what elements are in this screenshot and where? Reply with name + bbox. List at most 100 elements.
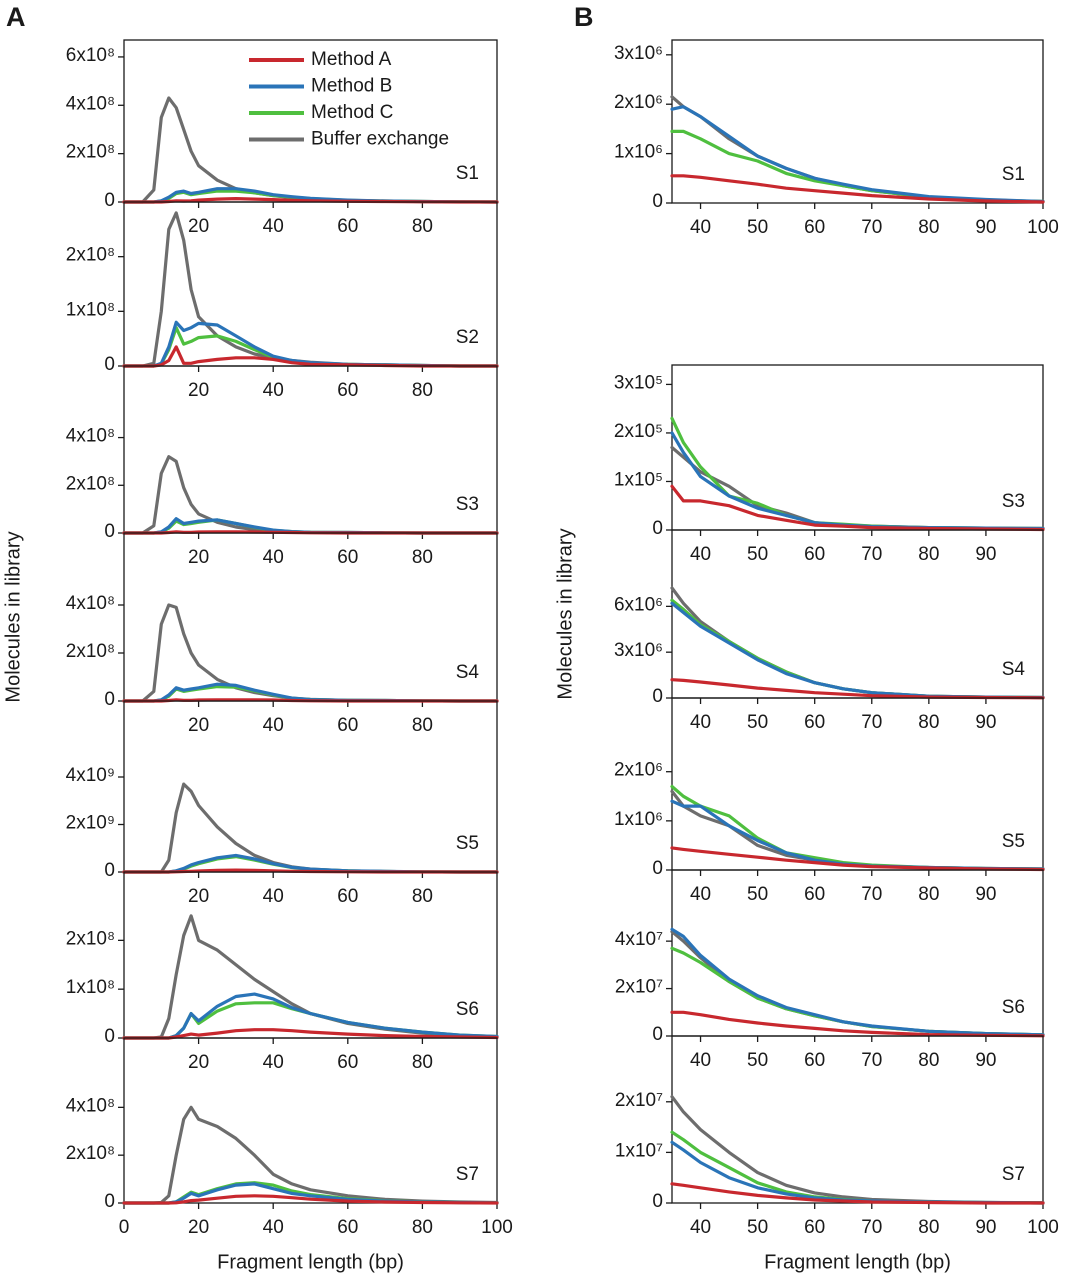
y-tick-label: 2x10⁸: [66, 928, 115, 949]
x-tick-label: 80: [918, 1050, 939, 1071]
legend-label: Method C: [311, 102, 393, 123]
x-tick-label: 40: [263, 380, 284, 401]
x-tick-label: 20: [188, 715, 209, 736]
x-tick-label: 100: [481, 1217, 513, 1238]
x-tick-label: 60: [337, 886, 358, 907]
y-tick-label: 4x10⁷: [615, 929, 663, 950]
series-line: [122, 853, 499, 874]
legend-label: Method B: [311, 76, 392, 97]
x-tick-label: 70: [861, 712, 882, 733]
series-line: [670, 1182, 1045, 1205]
series-line: [122, 345, 499, 368]
x-tick-label: 20: [188, 1217, 209, 1238]
y-tick-label: 0: [104, 354, 115, 375]
y-tick-label: 4x10⁸: [66, 93, 115, 114]
x-tick-label: 90: [975, 712, 996, 733]
y-axis-label: Molecules in library: [554, 528, 576, 699]
y-tick-label: 0: [104, 190, 115, 211]
series-line: [670, 445, 1045, 531]
x-tick-label: 80: [412, 1052, 433, 1073]
x-tick-label: 90: [975, 544, 996, 565]
sample-label: S7: [456, 1164, 479, 1185]
x-tick-label: 60: [804, 544, 825, 565]
series-line: [670, 598, 1045, 700]
y-tick-label: 0: [104, 860, 115, 881]
x-tick-label: 80: [918, 884, 939, 905]
x-tick-label: 80: [412, 547, 433, 568]
legend-label: Method A: [311, 49, 392, 70]
x-tick-label: 40: [263, 1217, 284, 1238]
x-tick-label: 50: [747, 544, 768, 565]
y-tick-label: 3x10⁵: [614, 372, 663, 393]
series-line: [670, 846, 1045, 872]
y-tick-label: 2x10⁵: [614, 421, 663, 442]
x-tick-label: 70: [861, 217, 882, 238]
x-tick-label: 50: [747, 1050, 768, 1071]
series-line: [670, 946, 1045, 1037]
y-tick-label: 2x10⁸: [66, 245, 115, 266]
y-tick-label: 2x10⁸: [66, 641, 115, 662]
x-tick-label: 60: [337, 216, 358, 237]
y-tick-label: 2x10⁶: [614, 92, 663, 113]
sample-label: S2: [456, 327, 479, 348]
x-tick-label: 70: [861, 1050, 882, 1071]
x-tick-label: 40: [690, 884, 711, 905]
x-tick-label: 80: [412, 380, 433, 401]
x-tick-label: 80: [918, 544, 939, 565]
y-tick-label: 2x10⁷: [615, 977, 663, 998]
x-tick-label: 50: [747, 217, 768, 238]
series-line: [122, 782, 499, 874]
x-tick-label: 70: [861, 544, 882, 565]
plot-frame: [671, 39, 1044, 204]
y-tick-label: 1x10⁸: [66, 299, 115, 320]
y-tick-label: 1x10⁶: [614, 142, 663, 163]
x-tick-label: 60: [337, 547, 358, 568]
plot-frame: [123, 1037, 498, 1204]
plot-frame: [123, 700, 498, 873]
x-tick-label: 40: [690, 1217, 711, 1238]
legend-label: Buffer exchange: [311, 129, 449, 150]
x-tick-label: 20: [188, 380, 209, 401]
x-tick-label: 80: [918, 712, 939, 733]
series-line: [670, 416, 1045, 531]
x-tick-label: 90: [975, 1217, 996, 1238]
y-tick-label: 0: [104, 1026, 115, 1047]
y-tick-label: 6x10⁶: [614, 594, 663, 615]
series-line: [122, 326, 499, 368]
x-tick-label: 40: [263, 715, 284, 736]
y-tick-label: 1x10⁶: [614, 809, 663, 830]
y-tick-label: 4x10⁹: [66, 765, 115, 786]
series-line: [670, 799, 1045, 871]
x-tick-label: 20: [188, 216, 209, 237]
x-tick-label: 90: [975, 217, 996, 238]
series-line: [670, 105, 1045, 204]
sample-label: S7: [1002, 1164, 1025, 1185]
series-line: [670, 431, 1045, 531]
panel-letter: A: [6, 2, 26, 32]
x-tick-label: 80: [918, 217, 939, 238]
y-tick-label: 0: [652, 1024, 663, 1045]
series-line: [122, 1105, 499, 1205]
x-tick-label: 60: [804, 712, 825, 733]
x-tick-label: 70: [861, 1217, 882, 1238]
series-line: [670, 784, 1045, 871]
x-tick-label: 40: [263, 547, 284, 568]
y-tick-label: 0: [104, 521, 115, 542]
sample-label: S5: [1002, 831, 1025, 852]
y-tick-label: 1x10⁸: [66, 977, 115, 998]
series-line: [122, 211, 499, 368]
x-tick-label: 60: [804, 1217, 825, 1238]
x-tick-label: 90: [975, 884, 996, 905]
x-tick-label: 40: [690, 217, 711, 238]
sample-label: S6: [456, 999, 479, 1020]
sample-label: S6: [1002, 997, 1025, 1018]
y-tick-label: 6x10⁸: [66, 45, 115, 66]
x-tick-label: 80: [918, 1217, 939, 1238]
y-tick-label: 2x10⁸: [66, 1143, 115, 1164]
sample-label: S4: [456, 662, 480, 683]
x-axis-label: Fragment length (bp): [217, 1251, 404, 1273]
x-tick-label: 80: [412, 1217, 433, 1238]
x-tick-label: 40: [263, 886, 284, 907]
x-tick-label: 20: [188, 547, 209, 568]
